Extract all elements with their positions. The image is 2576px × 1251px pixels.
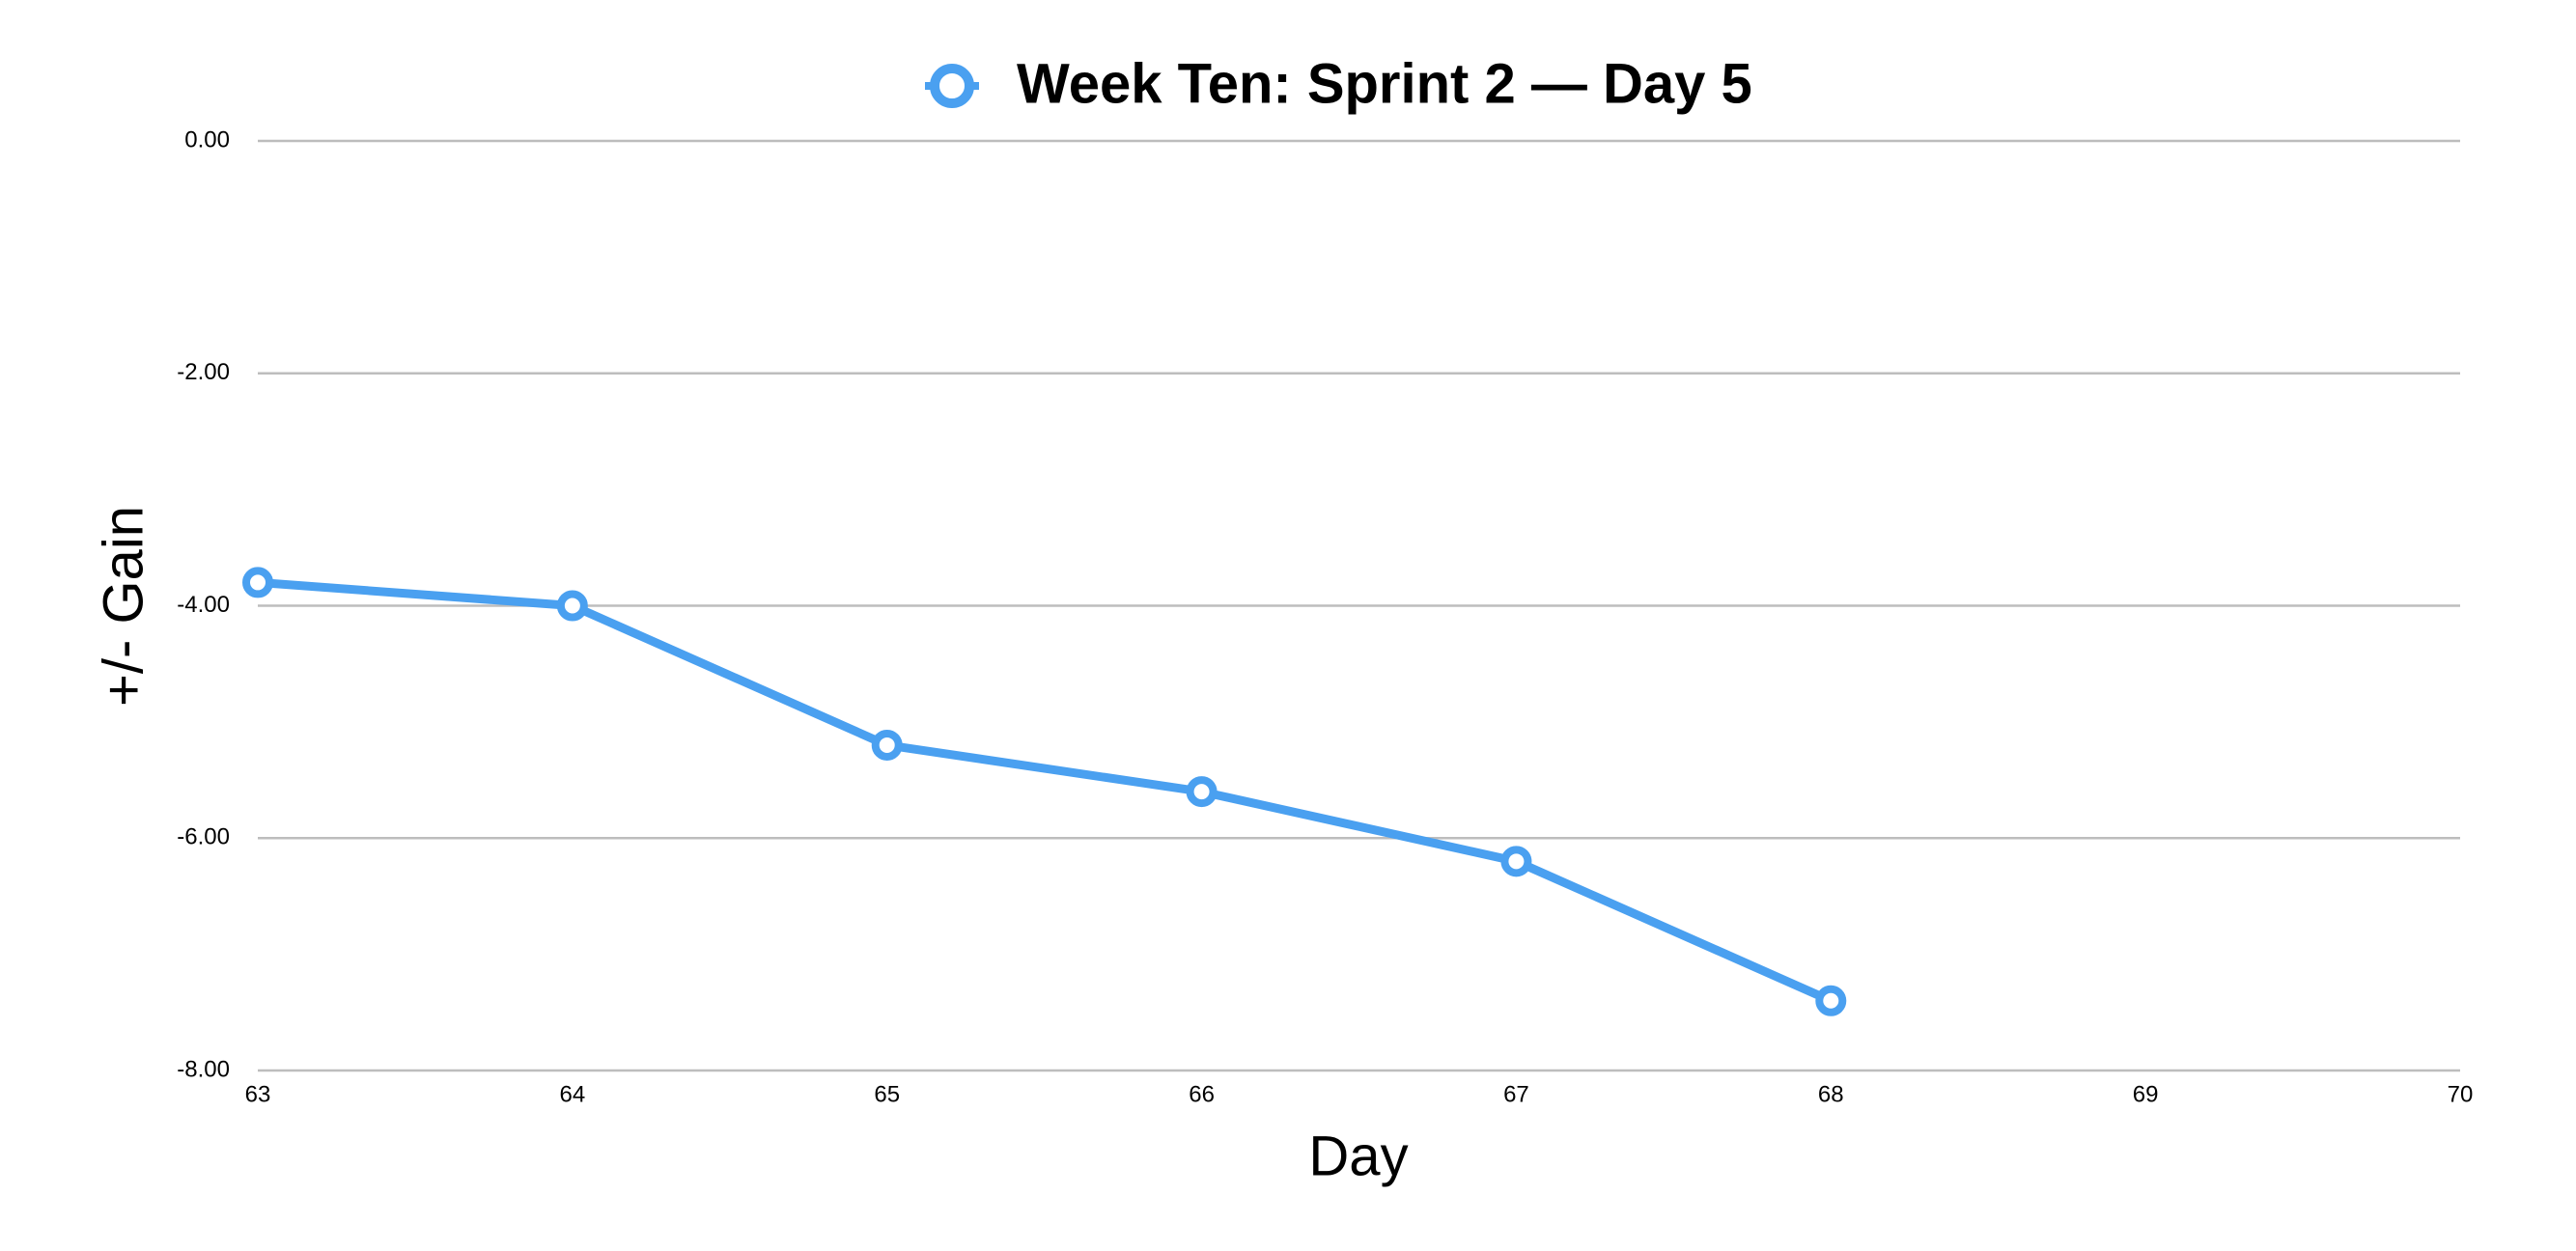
x-tick-label: 63: [245, 1081, 271, 1107]
y-tick-label: 0.00: [184, 126, 230, 153]
x-tick-label: 67: [1503, 1081, 1529, 1107]
data-point: [1500, 846, 1532, 877]
y-tick-label: -6.00: [177, 824, 230, 850]
data-point: [1186, 776, 1218, 808]
data-point: [556, 590, 588, 622]
x-tick-label: 65: [874, 1081, 900, 1107]
y-tick-label: -4.00: [177, 592, 230, 618]
x-tick-label: 69: [2133, 1081, 2159, 1107]
data-point: [871, 729, 903, 761]
y-axis-title: +/- Gain: [92, 506, 154, 707]
x-tick-label: 66: [1189, 1081, 1215, 1107]
legend-marker: [930, 64, 974, 108]
data-point: [242, 567, 273, 598]
y-tick-label: -2.00: [177, 359, 230, 385]
data-line: [257, 577, 1834, 1005]
x-tick-label: 70: [2448, 1081, 2474, 1107]
x-tick-label: 68: [1818, 1081, 1844, 1107]
legend-label: Week Ten: Sprint 2 — Day 5: [1017, 52, 1752, 115]
y-tick-label: -8.00: [177, 1056, 230, 1082]
data-point: [1815, 985, 1847, 1016]
x-tick-label: 64: [560, 1081, 586, 1107]
x-axis-title: Day: [1308, 1125, 1408, 1187]
